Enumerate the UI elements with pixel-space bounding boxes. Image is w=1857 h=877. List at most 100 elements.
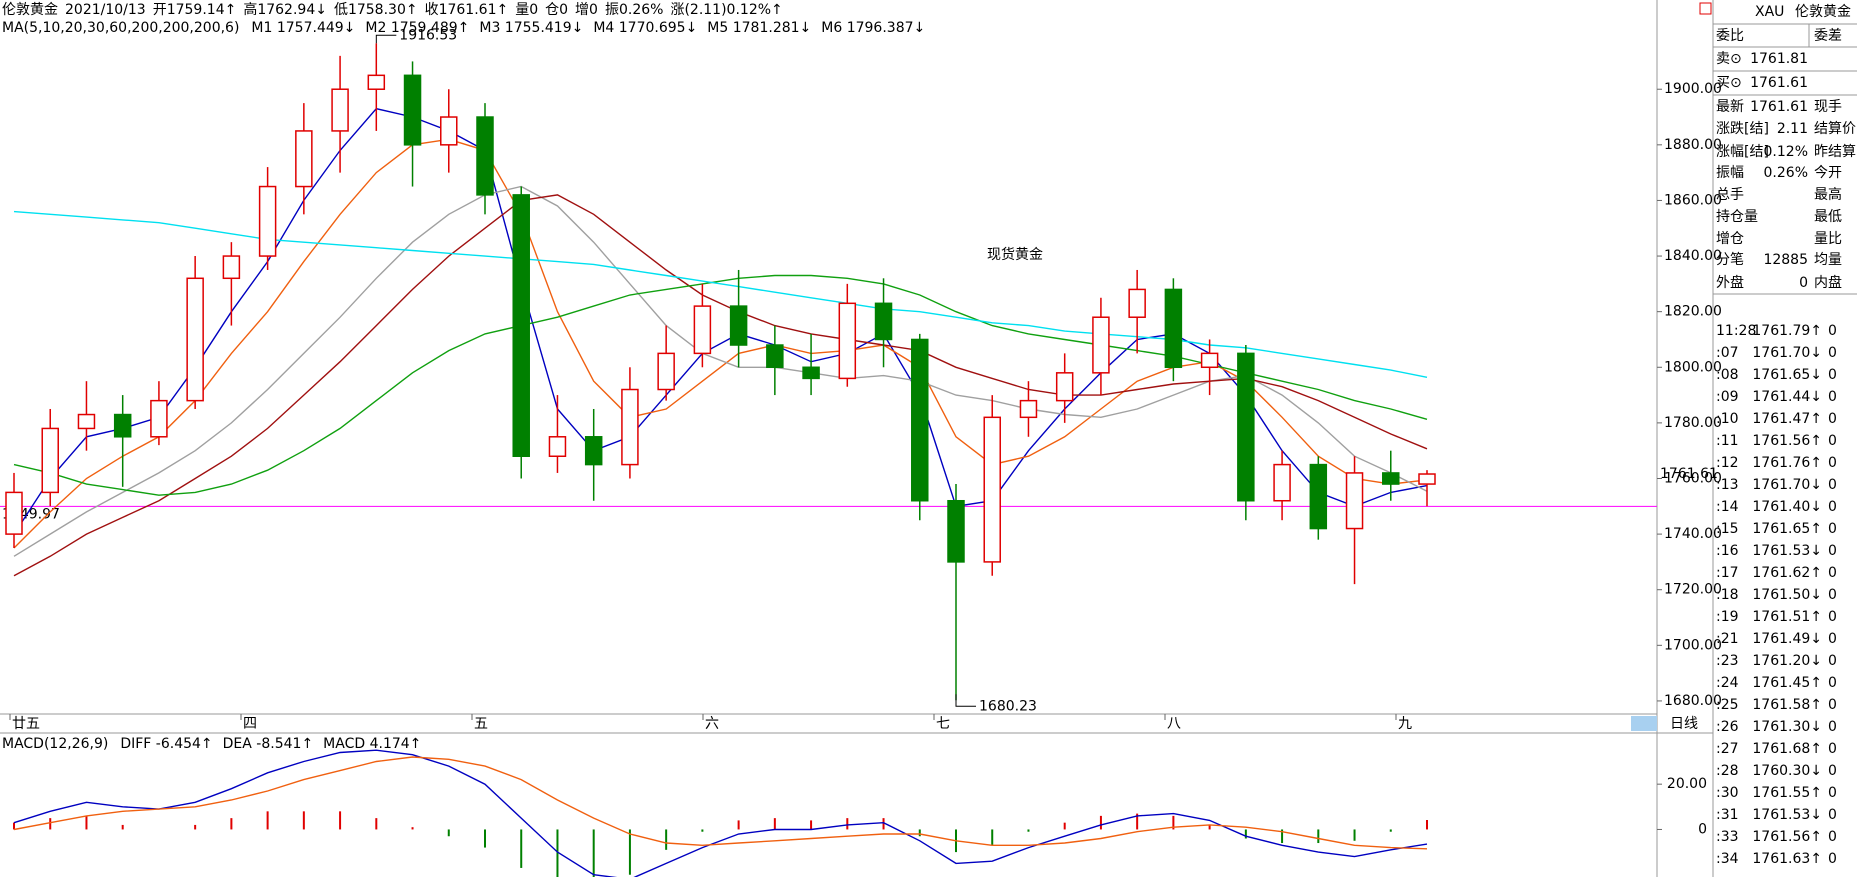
y-tick-label: 1840.00 xyxy=(1664,248,1722,264)
tick-price: 1761.65↓ xyxy=(1752,367,1822,383)
x-tick-label: 八 xyxy=(1167,716,1181,732)
high-leader xyxy=(375,34,397,44)
candle-body xyxy=(331,88,349,132)
tick-volume: 0 xyxy=(1828,345,1837,361)
tick-time: :16 xyxy=(1716,543,1739,559)
tick-time: :34 xyxy=(1716,851,1739,867)
quote-item: 伦敦黄金 xyxy=(2,1,58,18)
tick-price: 1761.40↓ xyxy=(1752,499,1822,515)
panel-icon[interactable] xyxy=(1699,2,1712,15)
tick-price: 1761.55↑ xyxy=(1752,785,1822,801)
tick-price: 1761.20↓ xyxy=(1752,653,1822,669)
candle-body xyxy=(693,305,712,355)
tick-time: :17 xyxy=(1716,565,1739,581)
quote-value: 0 xyxy=(1799,275,1808,291)
candle-body xyxy=(77,413,96,430)
quote-label: 昨结算 xyxy=(1814,144,1856,160)
tick-price: 1761.58↑ xyxy=(1752,697,1822,713)
tick-volume: 0 xyxy=(1828,631,1837,647)
candle-body xyxy=(476,116,494,196)
macd-legend: DIFF -6.454↑ xyxy=(120,736,212,752)
ma-title: MA(5,10,20,30,60,200,200,200,6) xyxy=(2,20,239,36)
macd-legend: DEA -8.541↑ xyxy=(223,736,314,752)
ma-legend: M5 1781.281↓ xyxy=(707,20,811,36)
candle-body xyxy=(222,255,241,280)
tick-time: :31 xyxy=(1716,807,1739,823)
quote-label: 现手 xyxy=(1814,99,1842,115)
quote-label: 总手 xyxy=(1716,187,1744,203)
y-tick-label: 1780.00 xyxy=(1664,415,1722,431)
quote-label: 最新 xyxy=(1716,99,1744,115)
quote-label: 分笔 xyxy=(1716,252,1744,268)
candle-body xyxy=(1309,463,1328,530)
tick-time: 11:28 xyxy=(1716,323,1756,339)
tick-time: :07 xyxy=(1716,345,1739,361)
candle-body xyxy=(512,194,530,457)
quote-item: 低1758.30↑ xyxy=(334,2,418,18)
tick-volume: 0 xyxy=(1828,829,1837,845)
candle-body xyxy=(802,366,820,380)
tick-price: 1761.68↑ xyxy=(1752,741,1822,757)
scroll-thumb[interactable] xyxy=(1631,716,1657,731)
candle-body xyxy=(911,338,929,502)
tick-volume: 0 xyxy=(1828,609,1837,625)
ma-line xyxy=(13,210,1428,378)
quote-label: 今开 xyxy=(1814,165,1842,181)
tick-price: 1761.51↑ xyxy=(1752,609,1822,625)
candle-body xyxy=(1345,472,1364,530)
candle-body xyxy=(729,305,748,346)
ma-legend: M2 1759.489↑ xyxy=(365,20,469,36)
quote-label: 均量 xyxy=(1814,252,1842,268)
tick-volume: 0 xyxy=(1828,521,1837,537)
quote-item: 量0 xyxy=(515,2,538,18)
tick-volume: 0 xyxy=(1828,499,1837,515)
quote-item: 振0.26% xyxy=(605,2,663,18)
tick-time: :21 xyxy=(1716,631,1739,647)
tick-time: :27 xyxy=(1716,741,1739,757)
candle-body xyxy=(150,399,168,438)
candle-body xyxy=(983,416,1001,563)
period-label[interactable]: 日线 xyxy=(1670,716,1698,732)
candle-body xyxy=(947,499,965,563)
tick-price: 1761.53↓ xyxy=(1752,807,1822,823)
quote-item: 仓0 xyxy=(545,2,568,18)
tick-time: :26 xyxy=(1716,719,1739,735)
tick-volume: 0 xyxy=(1828,785,1837,801)
tick-time: :12 xyxy=(1716,455,1739,471)
candle-body xyxy=(367,74,386,90)
tick-price: 1761.70↓ xyxy=(1752,345,1822,361)
quote-label: 外盘 xyxy=(1716,274,1744,291)
candle-body xyxy=(548,436,567,457)
candle-body xyxy=(113,413,132,438)
macd-line xyxy=(13,756,1428,850)
tick-price: 1761.50↓ xyxy=(1752,587,1822,603)
quote-label: 最低 xyxy=(1814,209,1842,225)
quote-value: 0.12% xyxy=(1764,144,1808,160)
candle-body xyxy=(1128,288,1146,318)
candle-body xyxy=(41,427,59,494)
quote-value: 1761.61 xyxy=(1750,75,1808,91)
tick-price: 1761.62↑ xyxy=(1752,565,1822,581)
candle-body xyxy=(403,74,422,146)
quote-value: 2.11 xyxy=(1777,121,1808,137)
x-tick-label: 廿五 xyxy=(12,716,40,732)
ma-legend: M3 1755.419↓ xyxy=(479,20,583,36)
tick-volume: 0 xyxy=(1828,367,1837,383)
tick-price: 1761.79↑ xyxy=(1752,323,1822,339)
tick-volume: 0 xyxy=(1828,565,1837,581)
quote-value: 0.26% xyxy=(1764,165,1808,181)
quote-label: 涨跌[结] xyxy=(1716,121,1769,137)
tick-volume: 0 xyxy=(1828,389,1837,405)
candle-body xyxy=(1273,463,1291,502)
macd-legend: MACD 4.174↑ xyxy=(323,736,421,752)
candle-body xyxy=(657,352,675,391)
tick-price: 1761.56↑ xyxy=(1752,433,1822,449)
quote-label: 内盘 xyxy=(1814,274,1842,291)
ma-line xyxy=(13,274,1428,496)
high-label: 1916.53 xyxy=(399,27,457,43)
quote-value: 1761.81 xyxy=(1750,51,1808,67)
y-tick-label: 1720.00 xyxy=(1664,582,1722,598)
quote-label: 卖⊙ xyxy=(1716,51,1742,67)
tick-volume: 0 xyxy=(1828,763,1837,779)
quote-label: 委比 xyxy=(1716,28,1744,44)
